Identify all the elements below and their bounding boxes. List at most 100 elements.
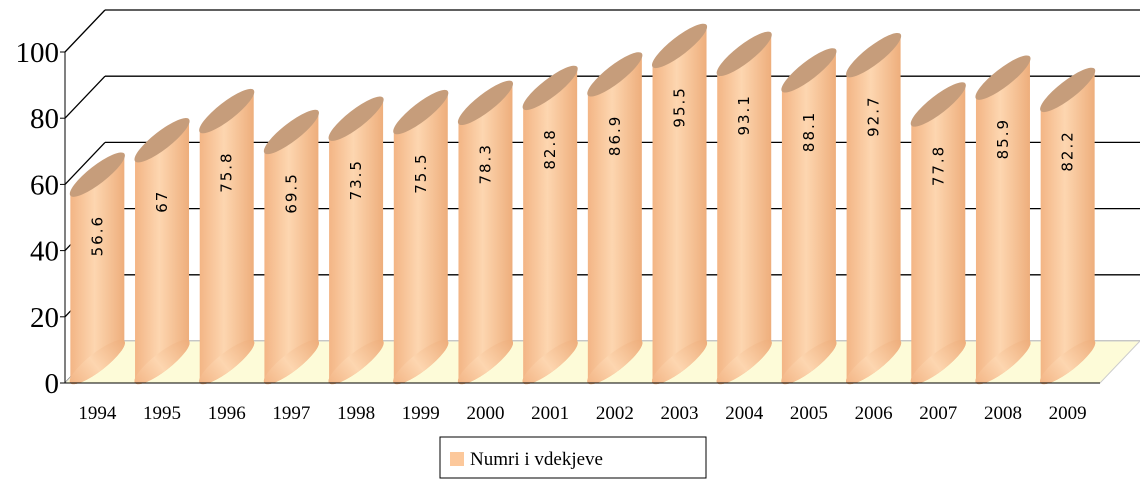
bar-top: [587, 52, 643, 97]
data-label: 93.1: [735, 94, 753, 135]
bar-body: [199, 90, 254, 384]
bar-body: [587, 53, 642, 384]
bar-bottom-front: [393, 339, 449, 385]
bar-top: [522, 65, 578, 111]
bar-body: [781, 49, 836, 383]
bar: [781, 48, 837, 385]
bar-top: [457, 80, 514, 125]
bar-bottom-front: [587, 339, 643, 385]
bar: [263, 109, 319, 385]
x-tick-label: 2001: [531, 403, 569, 424]
bar-body: [264, 110, 319, 383]
x-tick-label: 1994: [78, 403, 117, 424]
bar: [393, 89, 449, 385]
data-label: 78.3: [476, 143, 494, 184]
bar-top: [651, 23, 708, 69]
bar-bottom-front: [457, 339, 514, 385]
data-label: 86.9: [606, 115, 624, 156]
bar-body: [717, 32, 772, 384]
bar-bottom-front: [328, 339, 384, 385]
data-label: 75.5: [412, 152, 430, 193]
bar-body: [329, 97, 384, 383]
data-label: 85.9: [994, 118, 1012, 159]
bar-top: [393, 89, 449, 135]
bar-body: [1040, 68, 1095, 383]
bar-bottom-front: [199, 339, 255, 385]
y-tick-label: 100: [16, 37, 60, 69]
x-tick-label: 2002: [596, 403, 634, 424]
bar-top: [263, 109, 319, 155]
legend-label: Numri i vdekjeve: [470, 449, 603, 470]
bar-bottom-front: [910, 339, 966, 385]
bar-body: [135, 119, 190, 383]
y-tick-label: 0: [45, 368, 60, 400]
bar: [716, 31, 772, 385]
bar: [651, 23, 708, 385]
bar-bottom-front: [716, 339, 772, 385]
bar: [328, 96, 384, 385]
y-tick-label: 40: [30, 236, 59, 268]
bar: [134, 118, 190, 385]
bar-body: [846, 34, 901, 384]
bar: [587, 52, 643, 385]
data-label: 75.8: [218, 151, 236, 192]
bar: [975, 55, 1031, 385]
x-tick-label: 2009: [1049, 403, 1087, 424]
data-label: 67: [153, 190, 171, 213]
x-tick-label: 1997: [272, 403, 310, 424]
x-tick-label: 2006: [855, 403, 893, 424]
bar-top: [1040, 67, 1096, 113]
legend: [439, 436, 707, 479]
y-tick-label: 80: [30, 103, 59, 135]
bar-body: [458, 81, 513, 384]
bar-top: [716, 31, 772, 77]
grid-line-side: [64, 141, 106, 185]
grid-line-side: [64, 9, 106, 53]
bar-top: [328, 96, 384, 141]
bar-top: [910, 82, 966, 127]
data-label: 88.1: [800, 111, 818, 152]
bar-top: [846, 32, 902, 78]
bar-bottom-front: [134, 339, 190, 385]
data-label: 82.2: [1059, 130, 1077, 171]
x-tick-label: 2008: [984, 403, 1022, 424]
bar: [522, 65, 578, 385]
data-label: 82.8: [541, 128, 559, 169]
data-label: 56.6: [88, 215, 106, 256]
legend-swatch: [450, 452, 464, 466]
x-tick-label: 2003: [661, 403, 699, 424]
bar-top: [69, 152, 125, 197]
y-tick-label: 20: [30, 302, 59, 334]
x-tick-label: 1996: [208, 403, 246, 424]
data-label: 73.5: [347, 159, 365, 200]
data-label: 77.8: [929, 145, 947, 186]
bar-body: [975, 56, 1030, 384]
bar: [69, 152, 125, 385]
bar: [910, 82, 966, 385]
bar-top: [134, 118, 190, 163]
bar-bottom-front: [846, 339, 902, 385]
x-tick-label: 1995: [143, 403, 181, 424]
data-label: 69.5: [282, 172, 300, 213]
bar-body: [652, 24, 707, 384]
data-label: 95.5: [671, 86, 689, 127]
grid-line-side: [64, 75, 106, 119]
bar: [457, 80, 514, 385]
bar-body: [393, 91, 448, 383]
bar-body: [523, 66, 578, 383]
x-tick-label: 2004: [725, 403, 764, 424]
bar-top: [975, 55, 1031, 100]
x-tick-label: 2007: [919, 403, 957, 424]
y-tick-label: 60: [30, 169, 59, 201]
bar: [1040, 67, 1096, 385]
bar-bottom-front: [263, 339, 319, 385]
bar-top: [781, 48, 837, 93]
bar-bottom-front: [522, 339, 578, 385]
bar-top: [199, 88, 255, 134]
bar-bottom-front: [69, 339, 125, 385]
bar-body: [911, 83, 966, 384]
x-tick-label: 1998: [337, 403, 375, 424]
x-tick-label: 1999: [402, 403, 440, 424]
bar-bottom-front: [975, 339, 1031, 385]
